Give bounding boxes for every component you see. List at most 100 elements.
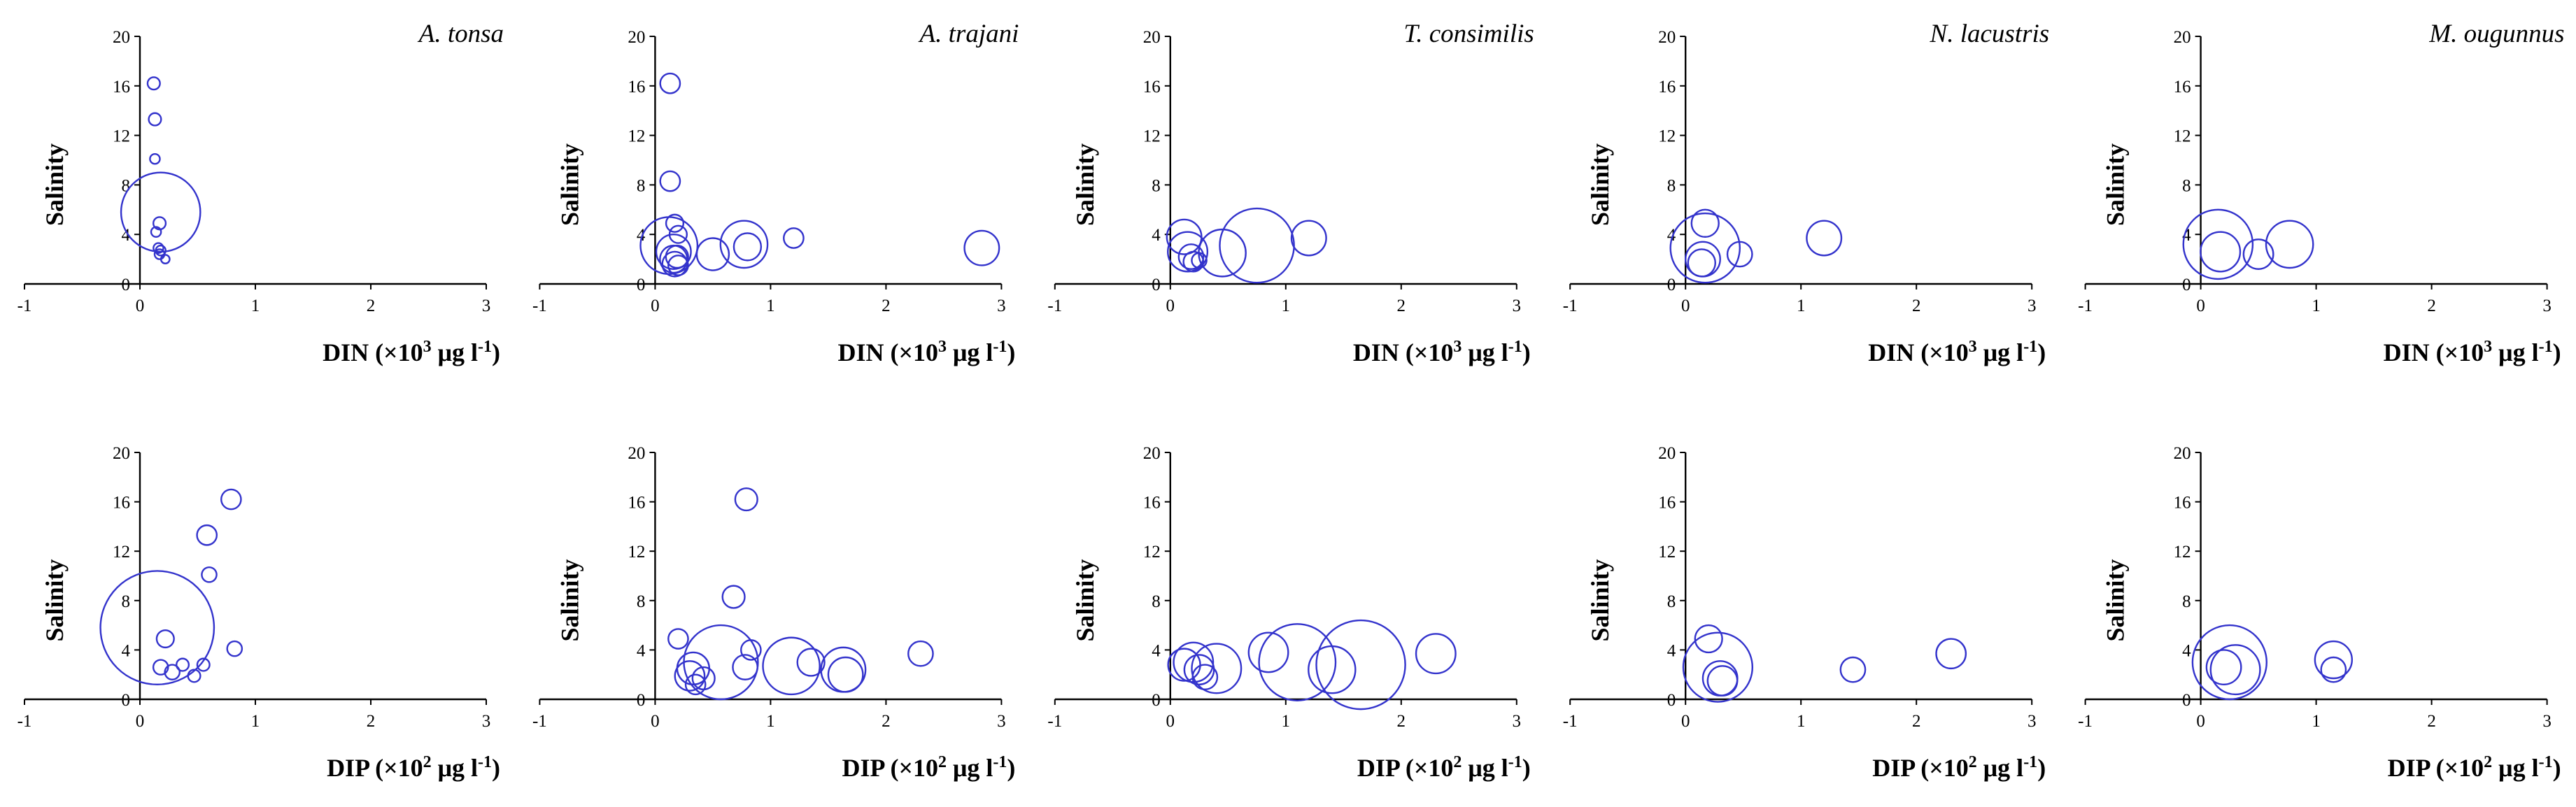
data-point-bubble — [721, 585, 746, 609]
y-tick-label: 20 — [628, 28, 645, 47]
x-axis-label: DIP (×102 μg l-1) — [2388, 753, 2561, 782]
x-tick-label: 0 — [2196, 712, 2205, 731]
data-point-bubble — [674, 660, 706, 692]
data-point-bubble — [1682, 631, 1754, 703]
y-tick-label: 20 — [2174, 444, 2191, 463]
x-axis-label: DIN (×103 μg l-1) — [1353, 338, 1531, 366]
y-tick-label: 12 — [628, 127, 645, 146]
y-tick-label: 12 — [1143, 543, 1161, 562]
y-tick-label: 4 — [2182, 641, 2191, 660]
x-tick-label: 2 — [882, 712, 891, 731]
y-tick-label: 0 — [2182, 276, 2191, 294]
y-tick-label: 16 — [1143, 494, 1161, 513]
y-tick-label: 8 — [1152, 176, 1161, 195]
data-point-bubble — [661, 250, 688, 278]
y-tick-label: 0 — [2182, 691, 2191, 710]
data-point-bubble — [155, 629, 175, 649]
y-axis-label: Salinity — [555, 143, 583, 226]
y-tick-label: 0 — [1152, 276, 1161, 294]
x-axis-label: DIP (×102 μg l-1) — [1872, 753, 2046, 782]
data-point-bubble — [667, 255, 689, 276]
data-point-bubble — [907, 640, 934, 667]
x-tick-label: -1 — [1563, 297, 1578, 315]
y-tick-label: 16 — [2174, 494, 2191, 513]
y-tick-label: 8 — [2182, 176, 2191, 195]
y-tick-label: 4 — [1152, 641, 1161, 660]
x-axis-label: DIN (×103 μg l-1) — [2384, 338, 2561, 366]
y-tick-label: 16 — [113, 78, 130, 97]
x-tick-label: 0 — [1166, 297, 1175, 315]
data-point-bubble — [1308, 645, 1357, 694]
y-tick-label: 12 — [113, 127, 130, 146]
y-tick-label: 12 — [113, 543, 130, 562]
y-tick-label: 0 — [122, 276, 131, 294]
y-tick-label: 0 — [1667, 276, 1676, 294]
data-point-bubble — [153, 242, 164, 254]
y-tick-label: 8 — [1667, 176, 1676, 195]
x-axis-label: DIN (×103 μg l-1) — [1868, 338, 2046, 366]
y-tick-label: 16 — [2174, 78, 2191, 97]
data-point-bubble — [187, 669, 201, 683]
x-tick-label: 0 — [136, 712, 145, 731]
data-point-bubble — [695, 237, 730, 271]
data-point-bubble — [665, 244, 689, 269]
y-tick-label: 20 — [1658, 28, 1676, 47]
x-tick-label: 1 — [1797, 297, 1806, 315]
x-tick-label: 0 — [136, 297, 145, 315]
y-axis-label: Salinity — [2102, 559, 2130, 641]
x-tick-label: 3 — [997, 712, 1006, 731]
y-tick-label: 0 — [122, 691, 131, 710]
x-tick-label: 1 — [1282, 297, 1291, 315]
x-tick-label: 3 — [482, 297, 491, 315]
x-tick-label: 1 — [766, 712, 775, 731]
y-tick-label: 12 — [2174, 543, 2191, 562]
y-tick-label: 16 — [628, 78, 645, 97]
data-point-bubble — [639, 216, 699, 276]
data-point-bubble — [150, 226, 162, 238]
x-tick-label: 2 — [1397, 712, 1406, 731]
x-tick-label: 3 — [482, 712, 491, 731]
data-point-bubble — [2242, 238, 2274, 270]
x-tick-label: 3 — [2542, 297, 2552, 315]
x-axis-label: DIN (×103 μg l-1) — [837, 338, 1015, 366]
data-point-bubble — [120, 171, 201, 253]
data-point-bubble — [1839, 656, 1867, 683]
y-tick-label: 8 — [1667, 592, 1676, 611]
y-tick-label: 20 — [1143, 444, 1161, 463]
y-tick-label: 8 — [1152, 592, 1161, 611]
data-point-bubble — [1219, 207, 1295, 284]
y-axis-label: Salinity — [41, 143, 69, 226]
x-tick-label: -1 — [2078, 297, 2093, 315]
y-tick-label: 20 — [628, 444, 645, 463]
species-title: A. trajani — [918, 20, 1019, 48]
data-point-bubble — [164, 664, 181, 680]
data-point-bubble — [1694, 624, 1723, 654]
data-point-bubble — [99, 570, 215, 686]
data-point-bubble — [160, 254, 171, 264]
species-title: A. tonsa — [417, 20, 504, 48]
y-tick-label: 12 — [1658, 127, 1676, 146]
data-point-bubble — [734, 487, 758, 512]
x-tick-label: 0 — [1681, 712, 1690, 731]
y-tick-label: 8 — [637, 592, 646, 611]
y-tick-label: 4 — [637, 226, 646, 245]
data-point-bubble — [783, 227, 805, 249]
x-tick-label: 0 — [651, 712, 660, 731]
data-point-bubble — [684, 673, 707, 696]
data-point-bubble — [733, 232, 763, 262]
data-point-bubble — [1669, 212, 1741, 284]
data-point-bubble — [149, 152, 161, 165]
x-tick-label: -1 — [2078, 712, 2093, 731]
data-point-bubble — [1935, 638, 1967, 670]
y-tick-label: 0 — [637, 691, 646, 710]
data-point-bubble — [667, 628, 689, 650]
data-point-bubble — [655, 234, 692, 270]
y-tick-label: 4 — [637, 641, 646, 660]
data-point-bubble — [1198, 228, 1247, 278]
data-point-bubble — [1191, 664, 1219, 691]
data-point-bubble — [732, 654, 758, 680]
data-point-bubble — [2314, 640, 2354, 680]
